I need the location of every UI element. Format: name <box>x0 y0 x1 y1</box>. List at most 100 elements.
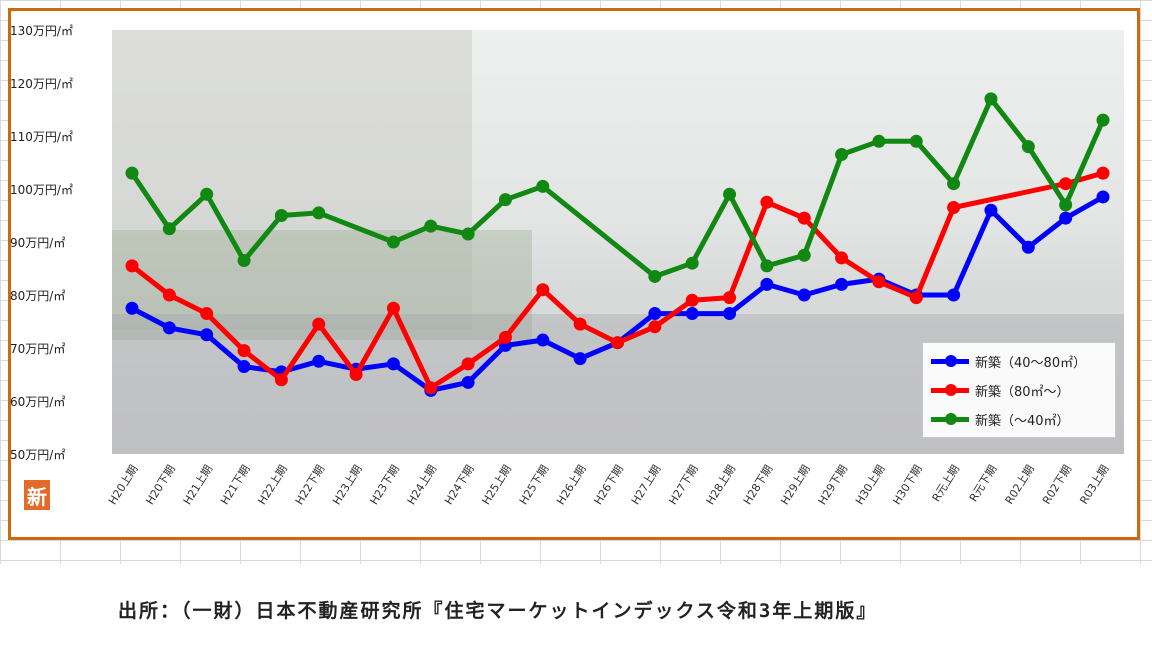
data-point-series-2 <box>125 166 139 180</box>
data-point-series-2 <box>536 179 550 193</box>
data-point-series-1 <box>274 373 288 387</box>
data-point-series-2 <box>723 187 737 201</box>
legend-label: 新築（～40㎡） <box>975 413 1070 429</box>
data-point-series-2 <box>947 177 961 191</box>
y-tick-label: 130万円/㎡ <box>10 24 73 38</box>
legend-swatch-green <box>931 412 969 425</box>
data-point-series-2 <box>274 209 288 222</box>
data-point-series-0 <box>723 307 737 321</box>
legend-label: 新築（40～80㎡） <box>975 355 1087 371</box>
x-tick-label: H30下期 <box>890 463 924 507</box>
x-tick-label: H29下期 <box>816 463 850 507</box>
data-point-series-0 <box>1059 211 1073 225</box>
series-line-2 <box>129 96 1106 279</box>
x-tick-label: H24下期 <box>442 463 476 507</box>
x-tick-label: H27下期 <box>666 463 700 507</box>
x-tick-label: H22下期 <box>293 463 327 507</box>
data-point-series-0 <box>1096 190 1110 204</box>
data-point-series-2 <box>312 206 326 220</box>
x-tick-label: H23下期 <box>367 463 401 507</box>
x-tick-label: H25上期 <box>480 463 514 507</box>
data-point-series-1 <box>498 330 512 344</box>
x-tick-label: H20下期 <box>143 463 177 507</box>
data-point-series-0 <box>200 328 214 342</box>
data-point-series-2 <box>200 187 214 201</box>
x-tick-label: H24上期 <box>405 463 439 507</box>
data-point-series-2 <box>498 193 512 207</box>
x-tick-label: H21下期 <box>218 463 252 507</box>
data-point-series-1 <box>835 251 849 265</box>
data-point-series-1 <box>386 301 400 315</box>
data-point-series-2 <box>835 148 849 162</box>
line-chart: 50万円/㎡ 60万円/㎡ 70万円/㎡ 80万円/㎡ 90万円/㎡ 100万円/㎡ 110… <box>10 24 1112 507</box>
data-point-series-1 <box>573 317 587 331</box>
y-tick-label: 50万円/㎡ <box>10 448 65 462</box>
y-tick-label: 120万円/㎡ <box>10 77 73 91</box>
data-point-series-2 <box>424 219 438 233</box>
data-point-series-0 <box>573 352 587 366</box>
x-tick-label: H23上期 <box>330 463 364 507</box>
data-point-series-0 <box>947 288 961 302</box>
data-point-series-2 <box>1021 140 1035 154</box>
x-tick-label: H22上期 <box>255 463 289 507</box>
data-point-series-1 <box>1059 177 1073 191</box>
legend-swatch-red <box>931 383 969 396</box>
data-point-series-1 <box>909 291 923 305</box>
data-point-series-0 <box>312 354 326 368</box>
y-tick-label: 110万円/㎡ <box>10 130 73 144</box>
data-point-series-2 <box>984 92 998 106</box>
data-point-series-2 <box>1096 113 1110 127</box>
legend-swatch-blue <box>931 354 969 367</box>
legend-item-40-80: 新築（40～80㎡） <box>931 351 1086 371</box>
data-point-series-2 <box>1059 198 1073 212</box>
x-tick-label: H26下期 <box>592 463 626 507</box>
y-tick-label: 60万円/㎡ <box>10 395 65 409</box>
data-point-series-0 <box>685 307 699 321</box>
y-tick-label: 90万円/㎡ <box>10 236 65 250</box>
data-point-series-1 <box>424 381 438 395</box>
x-tick-label: R03上期 <box>1077 463 1111 507</box>
source-note-area <box>0 564 1152 648</box>
data-point-series-0 <box>648 307 662 321</box>
data-point-series-1 <box>1096 166 1110 180</box>
logo-badge: 新 <box>24 480 50 510</box>
data-point-series-1 <box>200 307 214 321</box>
data-point-series-0 <box>237 360 251 374</box>
data-point-series-2 <box>162 222 176 236</box>
data-point-series-1 <box>125 259 139 273</box>
data-point-series-0 <box>386 357 400 371</box>
data-point-series-0 <box>461 375 475 389</box>
source-caption: 出所：（一財）日本不動産研究所『住宅マーケットインデックス令和3年上期版』 <box>118 600 878 622</box>
data-point-series-2 <box>760 259 774 273</box>
data-point-series-2 <box>461 227 475 241</box>
data-point-series-2 <box>648 269 662 283</box>
x-tick-label: H28上期 <box>704 463 738 507</box>
x-tick-label: H30上期 <box>853 463 887 507</box>
data-point-series-0 <box>760 277 774 291</box>
data-point-series-1 <box>312 317 326 331</box>
data-point-series-1 <box>947 201 961 215</box>
data-point-series-1 <box>797 211 811 225</box>
y-tick-label: 70万円/㎡ <box>10 342 65 356</box>
x-tick-label: H27上期 <box>629 463 663 507</box>
data-point-series-0 <box>1021 240 1035 254</box>
data-point-series-0 <box>984 203 998 217</box>
data-point-series-2 <box>872 134 886 148</box>
data-point-series-1 <box>723 291 737 305</box>
x-tick-label: H20上期 <box>106 463 140 507</box>
x-tick-label: H25下期 <box>517 463 551 507</box>
data-point-series-1 <box>872 275 886 289</box>
x-tick-label: R02下期 <box>1040 463 1074 507</box>
data-point-series-1 <box>648 320 662 334</box>
background-building <box>112 30 472 330</box>
data-point-series-0 <box>835 277 849 291</box>
y-tick-label: 80万円/㎡ <box>10 289 65 303</box>
data-point-series-1 <box>461 357 475 371</box>
legend-label: 新築（80㎡～） <box>975 384 1070 400</box>
x-tick-label: H21上期 <box>181 463 215 507</box>
data-point-series-1 <box>536 283 550 297</box>
x-tick-label: H28下期 <box>741 463 775 507</box>
data-point-series-0 <box>125 301 139 315</box>
data-point-series-2 <box>909 134 923 148</box>
data-point-series-1 <box>349 368 363 381</box>
